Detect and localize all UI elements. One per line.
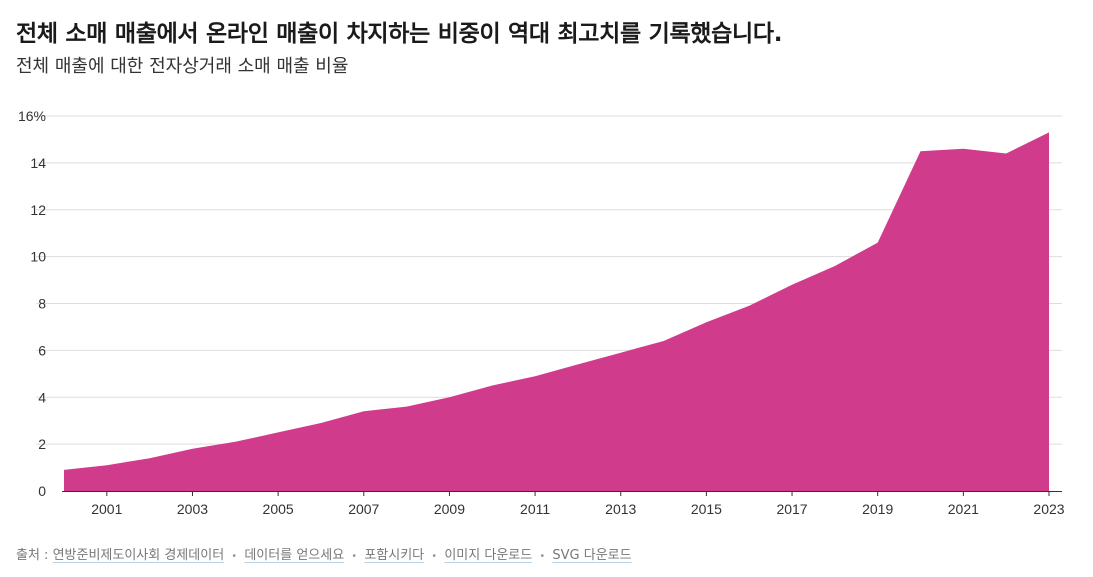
x-tick-label: 2005 <box>263 501 294 517</box>
get-data-link[interactable]: 데이터를 얻으세요 <box>244 548 345 563</box>
series-area <box>64 132 1049 491</box>
y-tick-label: 4 <box>38 389 46 405</box>
chart-footer: 출처 : 연방준비제도이사회 경제데이터 • 데이터를 얻으세요 • 포함시키다… <box>16 544 632 563</box>
chart-title: 전체 소매 매출에서 온라인 매출이 차지하는 비중이 역대 최고치를 기록했습… <box>16 21 783 47</box>
y-tick-label: 16% <box>18 108 46 124</box>
x-tick-label: 2021 <box>948 501 979 517</box>
bullet-separator: • <box>431 551 438 562</box>
y-tick-label: 10 <box>30 249 46 265</box>
source-link[interactable]: 연방준비제도이사회 경제데이터 <box>52 548 225 563</box>
x-tick-label: 2001 <box>91 501 122 517</box>
x-tick-label: 2013 <box>605 501 636 517</box>
x-tick-label: 2015 <box>691 501 722 517</box>
bullet-separator: • <box>539 551 546 562</box>
x-tick-label: 2017 <box>776 501 807 517</box>
y-tick-label: 2 <box>38 436 46 452</box>
source-label: 출처 : <box>16 548 49 563</box>
bullet-separator: • <box>231 551 238 562</box>
download-image-link[interactable]: 이미지 다운로드 <box>444 548 533 563</box>
y-tick-label: 0 <box>38 483 46 499</box>
x-tick-label: 2011 <box>520 501 550 517</box>
chart-subtitle: 전체 매출에 대한 전자상거래 소매 매출 비율 <box>16 56 349 77</box>
x-tick-label: 2019 <box>862 501 893 517</box>
y-tick-label: 6 <box>38 342 46 358</box>
x-tick-label: 2007 <box>348 501 379 517</box>
bullet-separator: • <box>351 551 358 562</box>
embed-link[interactable]: 포함시키다 <box>364 548 425 563</box>
download-svg-link[interactable]: SVG 다운로드 <box>552 548 632 563</box>
x-tick-label: 2003 <box>177 501 208 517</box>
y-tick-label: 12 <box>30 202 46 218</box>
y-tick-label: 8 <box>38 296 46 312</box>
x-tick-label: 2009 <box>434 501 465 517</box>
x-tick-label: 2023 <box>1033 501 1064 517</box>
y-tick-label: 14 <box>30 155 46 171</box>
